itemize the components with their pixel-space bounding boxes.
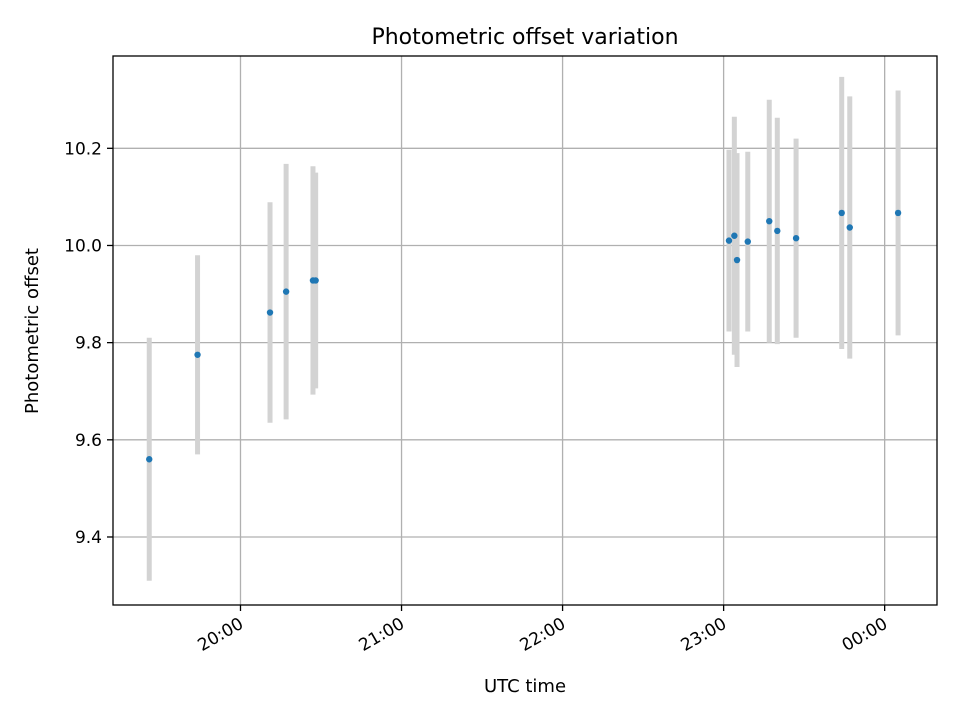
y-tick-label: 10.2 <box>64 139 102 159</box>
data-point <box>312 277 319 284</box>
data-point <box>774 227 781 235</box>
data-point <box>282 288 290 295</box>
data-point <box>725 237 733 244</box>
plot-frame <box>112 55 938 606</box>
y-tick-label: 10.0 <box>64 236 102 256</box>
data-point <box>744 238 751 245</box>
data-point <box>731 232 738 239</box>
x-tick-label: 20:00 <box>195 614 247 656</box>
data-point <box>266 309 274 316</box>
x-axis-ticks: 20:00 21:00 22:00 23:00 00:00 <box>195 605 891 656</box>
x-axis-label: UTC time <box>484 676 566 697</box>
data-points <box>146 209 902 463</box>
data-point <box>792 234 800 242</box>
y-tick-label: 9.8 <box>75 334 102 354</box>
error-bars <box>146 76 901 581</box>
data-point <box>846 224 853 231</box>
x-tick-label: 21:00 <box>356 614 408 656</box>
x-tick-label: 23:00 <box>678 614 730 656</box>
grid-lines <box>113 56 937 605</box>
data-point <box>766 217 773 225</box>
y-axis-ticks: 9.4 9.6 9.8 10.0 10.2 <box>64 139 113 548</box>
y-tick-label: 9.4 <box>75 528 102 548</box>
data-point <box>146 456 153 463</box>
data-point <box>894 209 902 217</box>
y-axis-label: Photometric offset <box>22 248 43 414</box>
data-point <box>733 256 741 264</box>
data-point <box>194 351 201 358</box>
x-tick-label: 00:00 <box>839 614 891 656</box>
x-tick-label: 22:00 <box>517 614 569 656</box>
chart-title: Photometric offset variation <box>371 25 678 50</box>
data-point <box>838 209 845 217</box>
y-tick-label: 9.6 <box>75 431 102 451</box>
